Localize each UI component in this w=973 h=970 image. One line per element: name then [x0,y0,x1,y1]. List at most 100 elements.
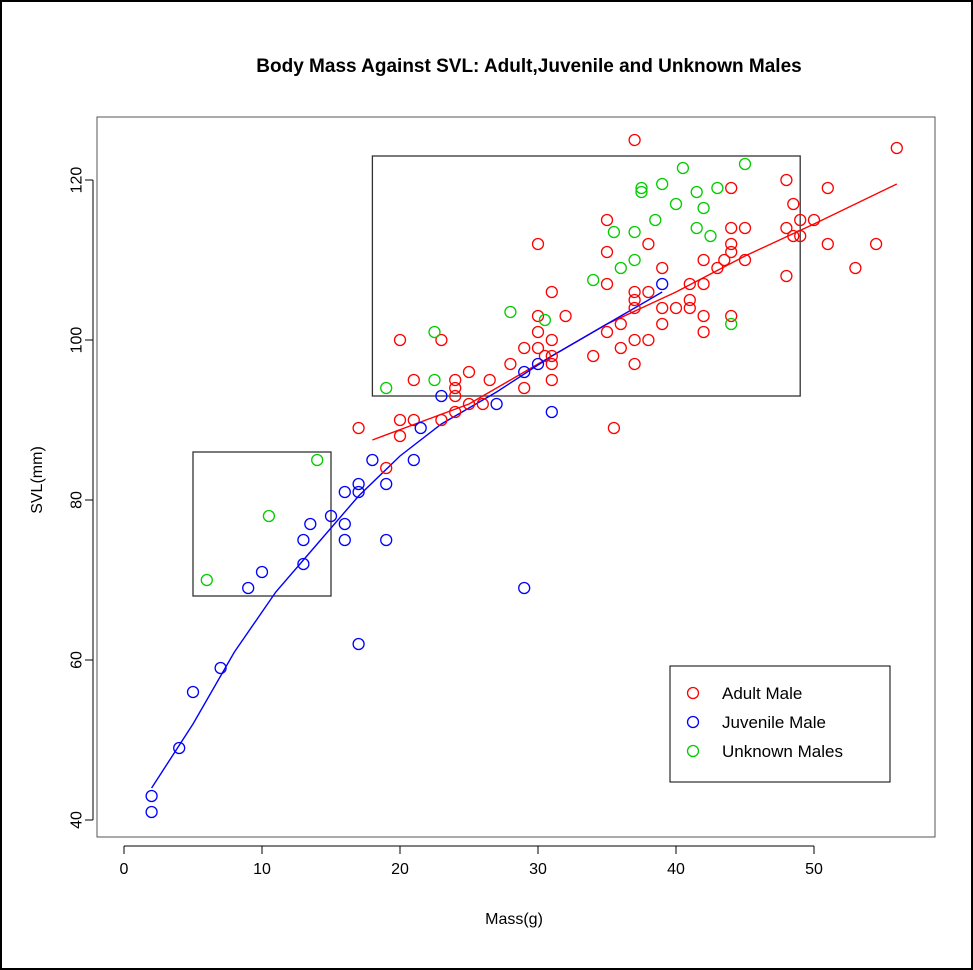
data-point [518,365,531,379]
data-point [587,273,600,287]
data-point [787,197,800,211]
data-point [628,133,641,147]
data-point [697,277,710,291]
data-point [255,565,269,579]
data-point [428,325,441,339]
data-point [145,789,158,803]
data-point [531,237,545,251]
data-point [656,261,669,275]
data-point [449,389,462,403]
data-point [435,413,448,427]
data-point [297,533,310,547]
data-point [600,213,614,227]
data-point [545,357,558,371]
y-tick-label: 60 [69,651,86,669]
data-point [725,237,738,251]
data-point [531,309,545,323]
data-point [669,197,683,211]
data-point [656,317,669,331]
data-point [656,277,669,291]
data-point [366,453,379,467]
data-point [414,421,427,435]
legend-marker [686,686,700,700]
data-point [587,349,600,363]
data-point [607,421,621,435]
data-point [428,373,441,387]
data-point [656,301,669,315]
x-tick-label: 0 [120,861,129,878]
y-tick-label: 100 [69,327,86,354]
data-point [462,365,476,379]
data-point [338,517,351,531]
data-point [352,477,365,491]
data-point [490,397,503,411]
data-points [145,133,903,819]
annotation-rectangle [192,451,332,597]
data-point [738,157,752,171]
data-point [725,317,738,331]
data-point [531,325,545,339]
annotation-rectangle [371,155,801,397]
data-point [669,301,683,315]
data-point [504,305,517,319]
legend-marker [686,744,700,758]
data-point [435,333,448,347]
data-point [787,229,800,243]
data-point [780,269,793,283]
data-point [683,301,696,315]
data-point [725,309,738,323]
data-point [380,477,393,491]
data-point [725,181,738,195]
data-point [600,325,614,339]
annotation-boxes [192,155,801,597]
data-point [635,181,648,195]
data-point [614,261,627,275]
data-point [352,421,365,435]
data-point [324,509,338,523]
data-point [380,381,393,395]
plot-area [96,116,936,838]
legend-label: Adult Male [722,684,802,703]
data-point [407,453,420,467]
data-point [545,349,558,363]
data-point [338,533,351,547]
data-point [628,253,641,267]
data-point [518,381,531,395]
data-point [214,661,227,675]
data-point [821,237,834,251]
data-point [794,213,807,227]
y-tick-label: 40 [69,811,86,829]
data-point [849,261,862,275]
data-point [462,397,476,411]
data-point [711,181,724,195]
x-tick-label: 50 [805,861,823,878]
data-point [393,413,407,427]
data-point [697,325,710,339]
data-point [297,557,310,571]
x-axis: 0 10 20 30 40 50 [120,845,823,878]
y-axis-label: SVL(mm) [29,446,46,514]
data-point [393,333,407,347]
data-point [683,277,696,291]
data-point [738,221,752,235]
data-point [504,357,517,371]
data-point [676,161,690,175]
trend-line [372,183,898,441]
data-point [304,517,317,531]
trend-lines [151,183,898,789]
data-point [697,309,710,323]
data-point [449,373,462,387]
data-point [628,333,641,347]
data-point [628,293,641,307]
data-point [656,177,669,191]
data-point [352,485,365,499]
data-point [683,293,696,307]
data-point [531,357,545,371]
data-point [711,261,724,275]
data-point [435,389,448,403]
x-tick-label: 40 [667,861,685,878]
data-point [380,533,393,547]
data-point [145,805,158,819]
x-tick-label: 30 [529,861,547,878]
